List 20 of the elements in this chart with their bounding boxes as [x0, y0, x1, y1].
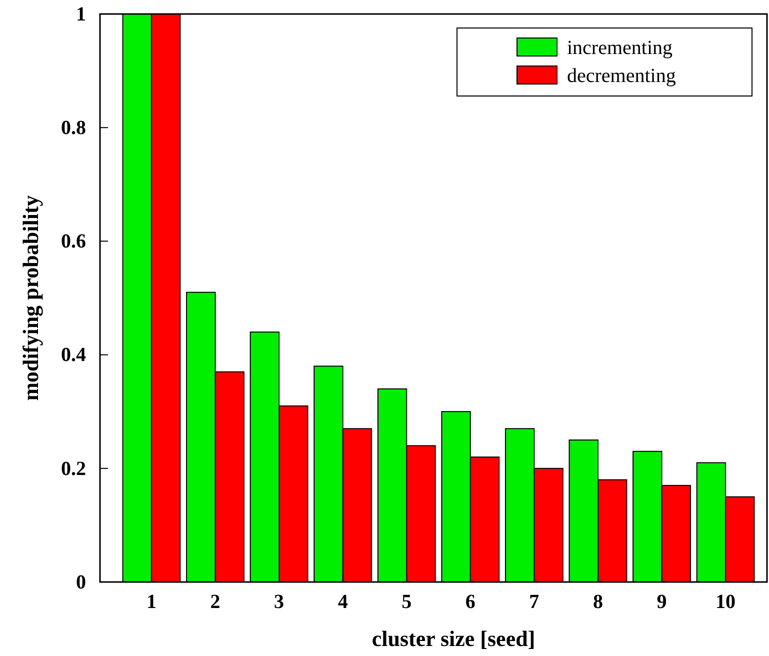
y-tick-label: 0.2	[61, 458, 86, 480]
x-tick-label: 1	[146, 591, 156, 614]
y-tick-label: 0.8	[61, 117, 86, 139]
legend-label: incrementing	[567, 37, 673, 59]
x-axis-title: cluster size [seed]	[372, 626, 536, 651]
x-tick-label: 9	[656, 591, 667, 614]
x-tick-label: 6	[465, 591, 476, 614]
x-tick-label: 2	[210, 591, 220, 614]
y-tick-label: 0.6	[61, 230, 86, 253]
x-tick-label: 7	[529, 591, 540, 614]
legend-label: decrementing	[567, 65, 676, 87]
x-tick-label: 10	[716, 591, 736, 614]
x-tick-label: 8	[592, 591, 603, 614]
y-tick-label: 0	[76, 571, 86, 594]
x-tick-label: 3	[274, 591, 284, 614]
x-tick-label: 5	[402, 591, 412, 614]
y-tick-label: 0.4	[61, 344, 86, 366]
y-axis-title: modifying probability	[18, 195, 43, 401]
x-tick-label: 4	[338, 591, 348, 614]
y-tick-label: 1	[76, 3, 86, 26]
